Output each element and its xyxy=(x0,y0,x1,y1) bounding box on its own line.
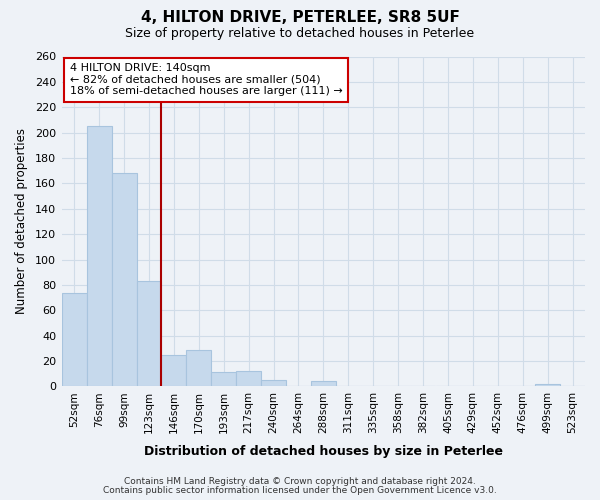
Text: 4, HILTON DRIVE, PETERLEE, SR8 5UF: 4, HILTON DRIVE, PETERLEE, SR8 5UF xyxy=(140,10,460,25)
Bar xyxy=(236,371,261,386)
Bar xyxy=(137,281,161,386)
Text: Size of property relative to detached houses in Peterlee: Size of property relative to detached ho… xyxy=(125,28,475,40)
X-axis label: Distribution of detached houses by size in Peterlee: Distribution of detached houses by size … xyxy=(144,444,503,458)
Bar xyxy=(211,372,236,386)
Bar xyxy=(535,384,560,386)
Y-axis label: Number of detached properties: Number of detached properties xyxy=(15,128,28,314)
Text: Contains HM Land Registry data © Crown copyright and database right 2024.: Contains HM Land Registry data © Crown c… xyxy=(124,477,476,486)
Bar xyxy=(62,292,86,386)
Bar xyxy=(112,173,137,386)
Text: Contains public sector information licensed under the Open Government Licence v3: Contains public sector information licen… xyxy=(103,486,497,495)
Bar xyxy=(187,350,211,387)
Text: 4 HILTON DRIVE: 140sqm
← 82% of detached houses are smaller (504)
18% of semi-de: 4 HILTON DRIVE: 140sqm ← 82% of detached… xyxy=(70,63,343,96)
Bar xyxy=(311,382,336,386)
Bar xyxy=(86,126,112,386)
Bar xyxy=(161,354,187,386)
Bar xyxy=(261,380,286,386)
